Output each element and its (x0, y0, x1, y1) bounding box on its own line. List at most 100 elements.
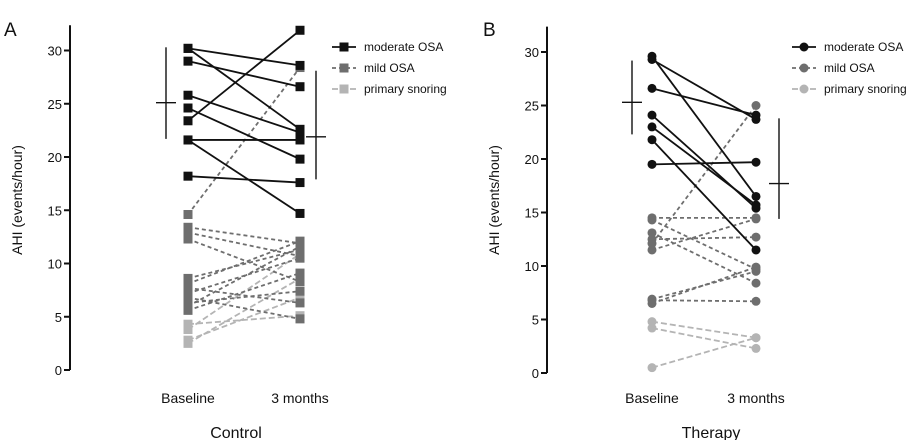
subject-line-a-mild-3 (187, 231, 301, 257)
marker-a-mild-5-baseline (183, 273, 193, 283)
marker-b-primary-3-3m (751, 333, 761, 343)
marker-a-mild-9-baseline (183, 293, 193, 303)
subject-line-a-primary-1 (187, 314, 301, 326)
marker-b-mild-6-baseline (647, 245, 657, 255)
marker-b-mild-9-3m (751, 262, 761, 272)
subject-line-a-mild-4 (187, 238, 301, 283)
marker-b-moderate-5-3m (751, 200, 761, 210)
marker-a-mild-9-3m (295, 314, 305, 324)
subject-line-a-mild-6 (187, 240, 301, 285)
marker-a-mild-7-3m (295, 298, 305, 308)
marker-a-moderate-5-baseline (183, 103, 193, 113)
y-axis-title-b: AHI (events/hour) (486, 145, 502, 255)
category-label-a-baseline: Baseline (161, 390, 215, 406)
marker-a-moderate-8-3m (295, 178, 305, 188)
subject-line-b-moderate-3 (651, 87, 757, 117)
marker-b-mild-3-baseline (647, 228, 657, 238)
marker-b-moderate-6-baseline (647, 135, 657, 145)
legend-label-a-mild: mild OSA (364, 61, 415, 75)
subject-line-b-moderate-1 (651, 55, 757, 197)
y-tick-label-a-10: 10 (48, 257, 62, 272)
marker-a-moderate-7-3m (295, 135, 305, 145)
y-tick-label-a-20: 20 (48, 150, 62, 165)
subject-line-b-mild-3 (651, 232, 757, 284)
marker-a-primary-3-3m (295, 293, 305, 303)
marker-a-moderate-2-baseline (183, 43, 193, 53)
y-tick-label-a-15: 15 (48, 203, 62, 218)
y-tick-label-a-25: 25 (48, 97, 62, 112)
panel-letter-b: B (483, 20, 496, 41)
marker-b-moderate-7-3m (751, 157, 761, 167)
subject-line-b-mild-5 (651, 104, 757, 245)
marker-a-mild-11-3m (295, 241, 305, 251)
legend-marker-b-primary (799, 84, 809, 94)
legend-label-b-mild: mild OSA (824, 61, 875, 75)
legend-marker-a-moderate (339, 42, 349, 52)
y-axis-title-a: AHI (events/hour) (9, 145, 25, 255)
marker-a-mild-3-baseline (183, 228, 193, 238)
marker-a-primary-4-baseline (183, 338, 193, 348)
subject-line-b-moderate-5 (651, 126, 757, 206)
legend-label-b-primary: primary snoring (824, 82, 907, 96)
legend-marker-b-mild (799, 63, 809, 73)
marker-b-moderate-3-3m (751, 110, 761, 120)
marker-a-moderate-4-baseline (183, 90, 193, 100)
y-tick-label-b-30: 30 (525, 45, 539, 60)
subject-line-b-mild-7 (651, 270, 757, 301)
subject-line-b-primary-2 (651, 327, 757, 350)
y-tick-label-b-25: 25 (525, 99, 539, 114)
marker-a-primary-1-baseline (183, 319, 193, 329)
marker-a-mild-1-baseline (183, 210, 193, 220)
marker-b-mild-6-3m (751, 214, 761, 224)
marker-b-moderate-6-3m (751, 245, 761, 255)
subject-line-b-primary-3 (651, 336, 757, 369)
marker-b-primary-1-baseline (647, 317, 657, 327)
marker-b-mild-2-baseline (647, 215, 657, 225)
marker-b-mild-8-3m (751, 296, 761, 306)
subject-line-a-mild-2 (187, 226, 301, 245)
y-tick-label-b-5: 5 (532, 313, 539, 328)
subject-line-a-moderate-8 (187, 175, 301, 184)
marker-a-moderate-8-baseline (183, 171, 193, 181)
marker-b-moderate-1-3m (751, 191, 761, 201)
marker-a-moderate-3-baseline (183, 56, 193, 66)
marker-b-moderate-5-baseline (647, 122, 657, 132)
y-tick-label-b-15: 15 (525, 206, 539, 221)
marker-a-mild-10-3m (295, 286, 305, 296)
subject-line-a-moderate-2 (187, 47, 301, 67)
legend-label-a-moderate: moderate OSA (364, 40, 443, 54)
marker-b-primary-2-baseline (647, 323, 657, 333)
subject-line-a-mild-1 (187, 66, 301, 216)
marker-a-moderate-9-baseline (183, 135, 193, 145)
legend-label-a-primary: primary snoring (364, 82, 447, 96)
marker-b-mild-3-3m (751, 278, 761, 288)
y-tick-label-b-20: 20 (525, 152, 539, 167)
marker-a-mild-6-3m (295, 236, 305, 246)
marker-b-mild-4-3m (751, 232, 761, 242)
subject-line-a-moderate-4 (187, 94, 301, 134)
marker-a-moderate-9-3m (295, 208, 305, 218)
marker-a-mild-4-baseline (183, 234, 193, 244)
marker-b-primary-2-3m (751, 343, 761, 353)
subject-line-b-moderate-6 (651, 139, 757, 251)
marker-b-mild-5-baseline (647, 239, 657, 249)
subject-line-a-moderate-5 (187, 107, 301, 160)
legend-marker-a-mild (339, 63, 349, 73)
subject-line-b-mild-9 (651, 266, 757, 305)
marker-a-moderate-5-3m (295, 154, 305, 164)
marker-a-mild-4-3m (295, 277, 305, 287)
marker-a-moderate-6-3m (295, 25, 305, 35)
subject-line-a-moderate-1 (187, 47, 301, 131)
marker-a-moderate-3-3m (295, 82, 305, 92)
marker-a-mild-2-baseline (183, 222, 193, 232)
subject-line-a-moderate-3 (187, 60, 301, 88)
marker-b-moderate-4-baseline (647, 110, 657, 120)
marker-b-primary-3-baseline (647, 363, 657, 373)
y-tick-label-b-0: 0 (532, 366, 539, 381)
y-tick-label-b-10: 10 (525, 259, 539, 274)
y-tick-label-a-5: 5 (55, 310, 62, 325)
marker-a-moderate-2-3m (295, 60, 305, 70)
marker-b-mild-9-baseline (647, 298, 657, 308)
subject-line-b-mild-8 (651, 299, 757, 303)
